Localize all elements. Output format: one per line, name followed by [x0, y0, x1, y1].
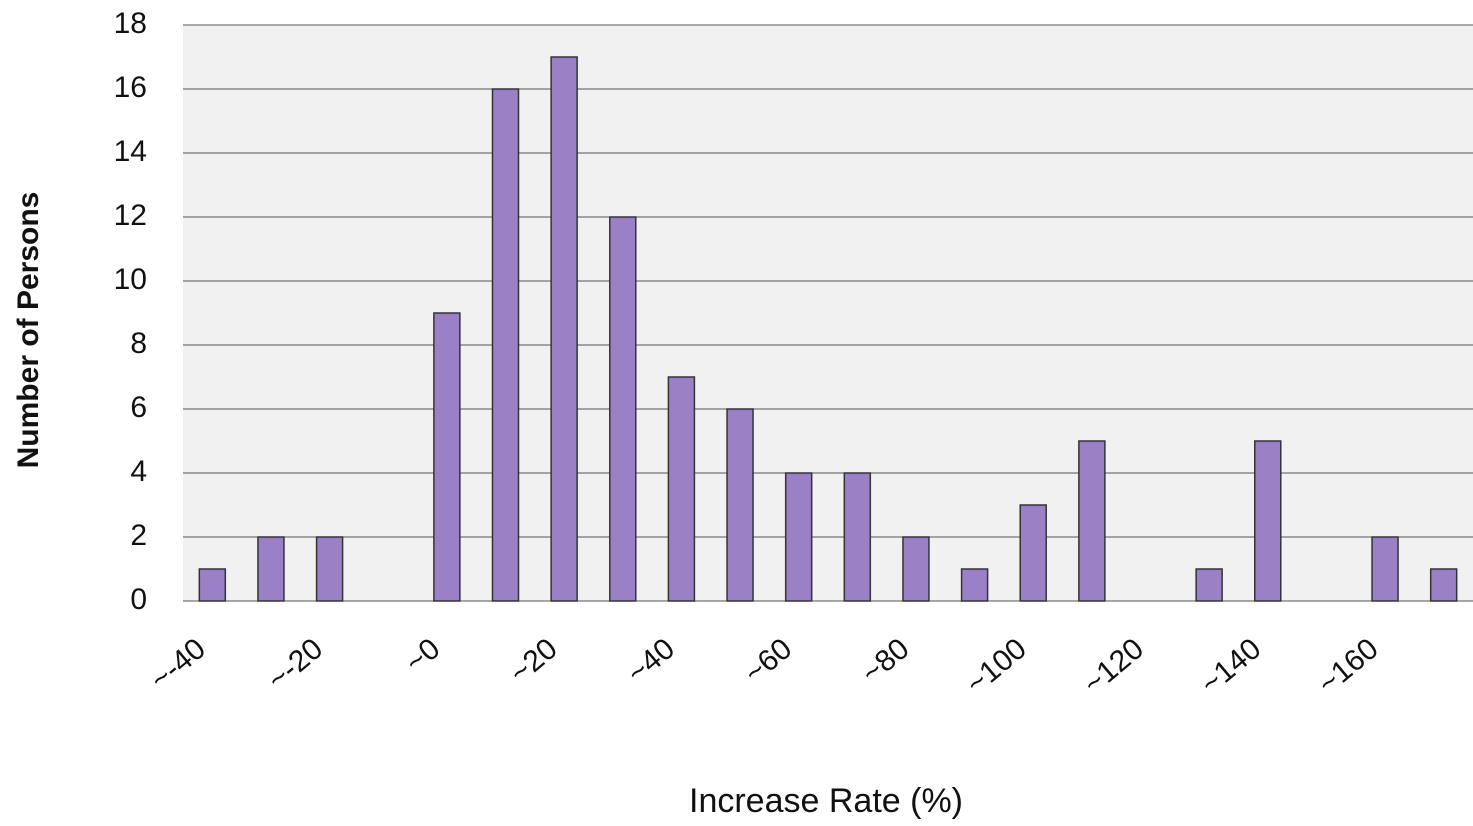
x-tick-label: ~140	[1194, 632, 1267, 701]
bar	[315, 536, 344, 602]
bar	[198, 568, 227, 602]
y-tick-label: 16	[114, 71, 147, 104]
bar	[726, 408, 754, 602]
x-axis-label: Increase Rate (%)	[689, 782, 963, 820]
y-tick-label: 6	[130, 391, 147, 424]
y-axis-label: Number of Persons	[12, 192, 45, 469]
bar	[784, 472, 813, 602]
bar	[1019, 504, 1047, 602]
bar	[257, 536, 285, 602]
bar	[491, 88, 520, 602]
bar	[960, 568, 989, 602]
bar	[1195, 568, 1223, 602]
bar	[1429, 568, 1458, 602]
y-tick-label: 2	[130, 519, 147, 552]
x-tick-label: ~20	[504, 632, 564, 690]
y-tick-label: 10	[114, 263, 147, 296]
y-tick-label: 4	[130, 455, 147, 488]
x-tick-label: ~160	[1312, 632, 1385, 701]
bar	[609, 216, 637, 602]
x-tick-label: ~40	[621, 632, 681, 690]
x-tick-label: ~80	[855, 632, 915, 690]
x-tick-label: ~60	[738, 632, 798, 690]
bar	[550, 56, 578, 602]
x-tick-label: ~-20	[261, 632, 329, 696]
y-tick-label: 8	[130, 327, 147, 360]
y-tick-label: 14	[114, 135, 147, 168]
y-tick-label: 0	[130, 583, 147, 616]
y-tick-label: 12	[114, 199, 147, 232]
y-tick-label: 18	[114, 7, 147, 40]
bar	[1254, 440, 1282, 602]
bar	[902, 536, 930, 602]
x-tick-label: ~0	[399, 632, 446, 679]
x-tick-label: ~-40	[144, 632, 212, 696]
bar	[1371, 536, 1399, 602]
x-tick-label: ~120	[1077, 632, 1150, 701]
bar	[1078, 440, 1106, 602]
bar	[433, 312, 461, 602]
x-tick-label: ~100	[960, 632, 1033, 701]
bar	[667, 376, 696, 602]
bar	[843, 472, 872, 602]
